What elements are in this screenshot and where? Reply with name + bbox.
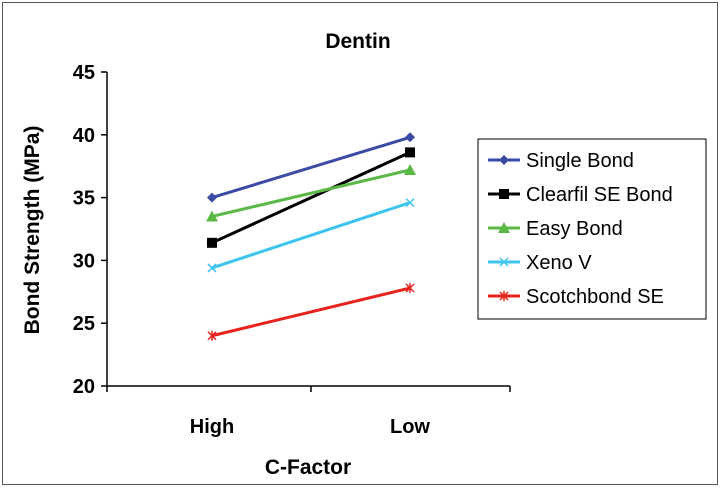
y-tick-label: 35 <box>73 188 95 210</box>
y-tick-label: 45 <box>73 62 95 84</box>
legend-marker <box>498 222 510 233</box>
series-line <box>211 151 411 245</box>
data-point <box>207 192 217 203</box>
x-tick-label: Low <box>390 416 430 438</box>
data-point <box>405 198 415 208</box>
y-tick-label: 20 <box>73 376 95 398</box>
data-point <box>405 147 415 158</box>
x-tick-label: High <box>190 416 234 438</box>
legend-label: Easy Bond <box>526 218 623 240</box>
data-point <box>405 283 415 294</box>
legend-marker <box>499 155 509 165</box>
axes <box>101 71 511 392</box>
data-point <box>404 163 416 175</box>
series-line <box>211 135 411 200</box>
y-axis-title: Bond Strength (MPa) <box>21 126 44 335</box>
legend-label: Scotchbond SE <box>526 286 664 308</box>
x-axis-title: C-Factor <box>265 456 351 479</box>
legend-marker <box>499 189 509 199</box>
series-line <box>211 168 411 218</box>
data-point <box>207 330 217 341</box>
legend: Single Bond Clearfil SE Bond Easy Bond Xeno… <box>488 150 673 308</box>
y-tick-label: 30 <box>73 250 95 272</box>
data-point <box>207 263 217 273</box>
series-line <box>211 201 411 270</box>
series-line <box>211 286 411 338</box>
data-point <box>206 210 218 222</box>
series-group <box>206 132 416 341</box>
data-point <box>405 132 415 143</box>
data-point <box>207 237 217 248</box>
y-tick-label: 40 <box>73 125 95 147</box>
x-tick-labels: High Low <box>190 416 431 438</box>
y-tick-labels: 20 25 30 35 40 45 <box>73 62 95 398</box>
legend-marker <box>499 291 509 301</box>
legend-label: Clearfil SE Bond <box>526 184 673 206</box>
legend-marker <box>499 257 509 267</box>
y-tick-label: 25 <box>73 313 95 335</box>
legend-label: Xeno V <box>526 252 592 274</box>
legend-label: Single Bond <box>526 150 634 172</box>
chart-title: Dentin <box>325 30 390 53</box>
